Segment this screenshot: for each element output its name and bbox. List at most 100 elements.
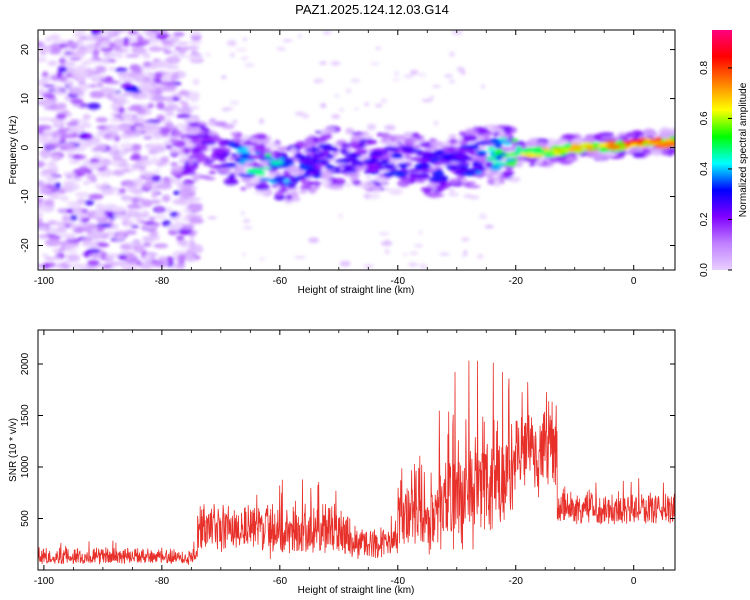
noise-blob bbox=[154, 169, 161, 173]
noise-blob bbox=[94, 42, 101, 47]
ridge-halo-blob bbox=[311, 138, 327, 143]
noise-blob bbox=[370, 62, 380, 66]
noise-blob bbox=[54, 182, 61, 190]
noise-blob bbox=[186, 53, 203, 61]
noise-blob bbox=[188, 218, 204, 224]
noise-blob bbox=[47, 137, 61, 145]
noise-blob bbox=[38, 180, 45, 188]
noise-blob bbox=[96, 218, 106, 224]
noise-blob bbox=[70, 98, 84, 105]
noise-blob bbox=[130, 196, 146, 204]
ridge-halo-blob bbox=[287, 166, 295, 173]
noise-blob bbox=[124, 128, 136, 136]
noise-blob bbox=[143, 61, 152, 67]
ridge-core-blob bbox=[413, 174, 430, 178]
noise-blob bbox=[221, 75, 227, 79]
noise-blob bbox=[448, 134, 457, 139]
noise-blob bbox=[79, 213, 87, 220]
ridge-core-blob bbox=[377, 161, 387, 165]
ridge-core-blob bbox=[400, 163, 408, 169]
noise-blob bbox=[124, 229, 137, 235]
noise-blob bbox=[93, 35, 102, 42]
noise-blob bbox=[70, 119, 80, 123]
noise-blob bbox=[223, 107, 234, 111]
x-tick-label: -80 bbox=[155, 276, 170, 287]
ridge-core-blob bbox=[394, 171, 407, 178]
ridge-halo-blob bbox=[476, 135, 486, 141]
noise-blob bbox=[244, 63, 255, 68]
ridge-core-blob bbox=[204, 159, 215, 164]
noise-blob bbox=[86, 228, 93, 235]
ridge-halo-blob bbox=[286, 194, 293, 201]
noise-blob bbox=[184, 255, 196, 262]
noise-blob bbox=[345, 88, 352, 94]
noise-blob bbox=[66, 121, 79, 127]
noise-blob bbox=[41, 253, 49, 258]
noise-blob bbox=[409, 251, 419, 256]
noise-blob bbox=[118, 188, 126, 194]
ridge-halo-blob bbox=[672, 150, 675, 155]
ridge-core-blob bbox=[274, 175, 288, 180]
noise-blob bbox=[130, 104, 142, 112]
noise-blob bbox=[38, 206, 48, 212]
noise-blob bbox=[52, 194, 61, 199]
noise-blob bbox=[172, 32, 185, 37]
noise-blob bbox=[100, 40, 109, 49]
noise-blob bbox=[63, 171, 77, 177]
noise-blob bbox=[122, 41, 130, 47]
noise-blob bbox=[95, 117, 108, 123]
ridge-halo-blob bbox=[323, 127, 336, 133]
ridge-halo-blob bbox=[253, 144, 266, 153]
ridge-core-blob bbox=[459, 147, 466, 153]
noise-blob bbox=[49, 33, 61, 42]
snr-x-axis-label: Height of straight line (km) bbox=[298, 585, 415, 596]
noise-blob bbox=[117, 97, 126, 106]
noise-blob bbox=[101, 189, 115, 196]
ridge-core-blob bbox=[341, 164, 357, 169]
noise-blob bbox=[68, 204, 82, 209]
noise-blob bbox=[170, 170, 184, 175]
noise-blob bbox=[187, 214, 203, 219]
ridge-core-blob bbox=[629, 139, 644, 143]
ridge-halo-blob bbox=[505, 164, 513, 173]
noise-blob bbox=[138, 169, 146, 173]
noise-blob bbox=[103, 133, 112, 139]
noise-blob bbox=[42, 84, 55, 88]
noise-blob bbox=[162, 156, 170, 164]
ridge-core-blob bbox=[214, 147, 228, 154]
ridge-core-blob bbox=[309, 172, 315, 176]
noise-blob bbox=[40, 152, 50, 160]
noise-blob bbox=[157, 127, 171, 135]
ridge-core-blob bbox=[384, 163, 396, 167]
ridge-halo-blob bbox=[299, 185, 313, 190]
ridge-core-blob bbox=[606, 144, 622, 150]
ridge-halo-blob bbox=[429, 141, 444, 147]
ridge-core-blob bbox=[498, 137, 508, 141]
noise-blob bbox=[45, 176, 58, 182]
colorbar-tick-label: 0.4 bbox=[699, 162, 710, 176]
colorbar-tick-label: 0.2 bbox=[699, 212, 710, 226]
noise-blob bbox=[103, 80, 120, 85]
ridge-core-blob bbox=[311, 147, 319, 151]
noise-blob bbox=[461, 237, 470, 242]
noise-blob bbox=[173, 130, 184, 138]
ridge-halo-blob bbox=[359, 181, 376, 190]
noise-blob bbox=[229, 100, 240, 105]
noise-blob bbox=[127, 37, 137, 42]
ridge-halo-blob bbox=[367, 139, 378, 145]
x-tick-label: -40 bbox=[391, 576, 406, 587]
ridge-halo-blob bbox=[650, 148, 665, 156]
noise-blob bbox=[68, 254, 80, 262]
noise-blob bbox=[82, 120, 90, 128]
noise-blob bbox=[150, 186, 160, 192]
ridge-core-blob bbox=[335, 158, 352, 164]
noise-blob bbox=[95, 211, 106, 219]
ridge-halo-blob bbox=[204, 176, 216, 181]
noise-blob bbox=[118, 107, 125, 114]
noise-blob bbox=[157, 259, 165, 268]
ridge-halo-blob bbox=[231, 138, 240, 142]
noise-blob bbox=[109, 117, 122, 123]
ridge-core-blob bbox=[487, 146, 496, 152]
noise-blob bbox=[188, 40, 203, 44]
